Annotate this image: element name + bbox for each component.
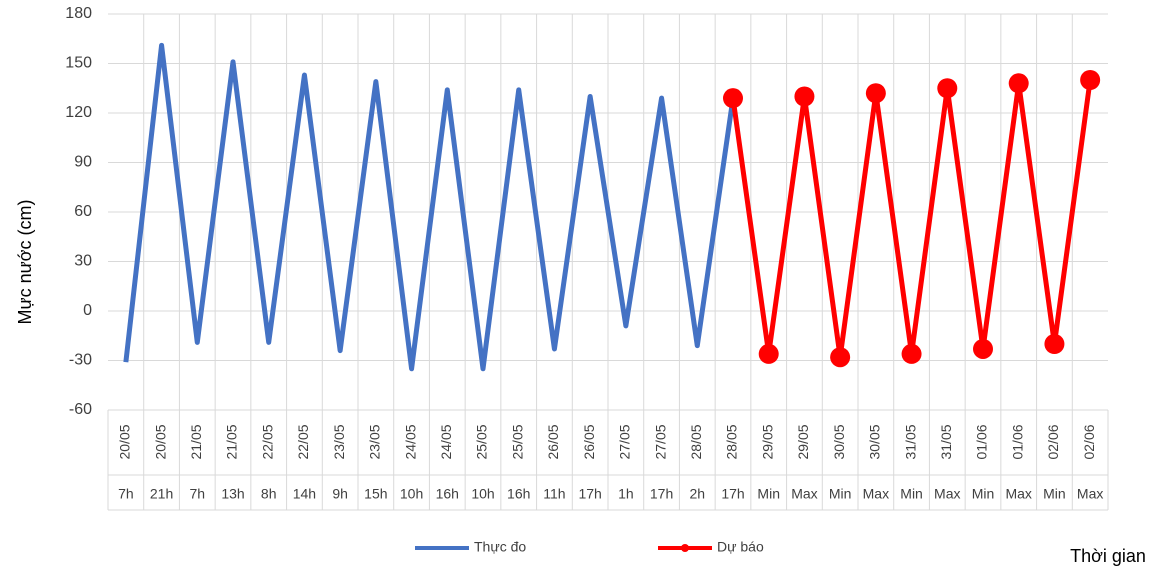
x-subtick-label: 7h (189, 486, 205, 502)
y-tick-label: 0 (83, 302, 92, 319)
x-subtick-label: 15h (364, 486, 387, 502)
x-subtick-label: Min (829, 486, 852, 502)
y-tick-label: -30 (69, 352, 92, 369)
x-subtick-label: Min (972, 486, 995, 502)
x-tick-label: 27/05 (652, 424, 668, 459)
x-subtick-label: 2h (689, 486, 705, 502)
x-subtick-label: Max (1077, 486, 1103, 502)
legend-marker (681, 544, 689, 552)
x-tick-label: 22/05 (295, 424, 311, 459)
y-tick-label: 150 (65, 55, 92, 72)
legend-label: Thực đo (474, 539, 526, 555)
x-tick-label: 29/05 (795, 424, 811, 459)
x-subtick-label: Min (1043, 486, 1066, 502)
x-subtick-label: 10h (400, 486, 423, 502)
x-tick-label: 24/05 (402, 424, 418, 459)
series-line (123, 42, 736, 372)
y-tick-label: 180 (65, 5, 92, 22)
x-tick-label: 30/05 (867, 424, 883, 459)
x-subtick-label: 17h (578, 486, 601, 502)
point-marker (1008, 73, 1029, 94)
point-marker (1080, 70, 1101, 90)
x-subtick-label: Max (1005, 486, 1031, 502)
y-tick-label: -60 (69, 401, 92, 418)
point-marker (865, 83, 886, 104)
point-marker (901, 343, 922, 364)
point-marker (794, 86, 815, 107)
x-tick-label: 23/05 (331, 424, 347, 459)
point-marker (758, 343, 779, 364)
x-tick-label: 20/05 (117, 424, 133, 459)
x-axis-label: Thời gian (1070, 546, 1146, 566)
x-tick-label: 26/05 (581, 424, 597, 459)
x-subtick-label: 13h (221, 486, 244, 502)
point-marker (973, 338, 993, 359)
x-tick-label: 25/05 (474, 424, 490, 459)
x-tick-label: 01/06 (1009, 424, 1025, 459)
x-subtick-label: 17h (721, 486, 744, 502)
x-subtick-label: 7h (118, 486, 134, 502)
x-tick-label: 21/05 (188, 424, 204, 459)
x-tick-label: 01/06 (974, 424, 990, 459)
x-subtick-label: 16h (507, 486, 530, 502)
x-tick-label: 31/05 (902, 424, 918, 459)
x-subtick-label: Max (791, 486, 817, 502)
point-marker (1044, 334, 1065, 354)
x-tick-label: 20/05 (152, 424, 168, 459)
x-subtick-label: 1h (618, 486, 634, 502)
x-subtick-label: Min (757, 486, 780, 502)
x-subtick-label: 10h (471, 486, 494, 502)
x-subtick-label: 11h (543, 486, 565, 502)
x-tick-label: 26/05 (545, 424, 561, 459)
x-tick-label: 29/05 (759, 424, 775, 459)
point-marker (830, 347, 851, 368)
x-subtick-label: 8h (261, 486, 277, 502)
x-tick-label: 30/05 (831, 424, 847, 459)
legend-label: Dự báo (717, 539, 764, 555)
x-tick-label: 31/05 (938, 424, 954, 459)
x-tick-label: 02/06 (1045, 424, 1061, 459)
y-axis-label: Mực nước (cm) (15, 200, 35, 325)
x-subtick-label: 9h (332, 486, 348, 502)
x-tick-label: 22/05 (259, 424, 275, 459)
y-tick-label: 30 (74, 253, 92, 270)
x-subtick-label: Max (863, 486, 889, 502)
x-tick-label: 24/05 (438, 424, 454, 459)
point-marker (937, 78, 958, 99)
x-subtick-label: Max (934, 486, 960, 502)
x-tick-label: 02/06 (1081, 424, 1097, 459)
x-tick-label: 28/05 (688, 424, 704, 459)
x-subtick-label: Min (900, 486, 923, 502)
x-subtick-label: 16h (436, 486, 459, 502)
x-subtick-label: 17h (650, 486, 673, 502)
x-tick-label: 25/05 (509, 424, 525, 459)
x-subtick-label: 21h (150, 486, 173, 502)
y-tick-label: 120 (65, 104, 92, 121)
y-tick-label: 60 (74, 203, 92, 220)
x-tick-label: 21/05 (224, 424, 240, 459)
point-marker (723, 88, 743, 109)
y-tick-label: 90 (74, 154, 92, 171)
x-tick-label: 27/05 (617, 424, 633, 459)
x-tick-label: 28/05 (724, 424, 740, 459)
x-subtick-label: 14h (293, 486, 316, 502)
x-tick-label: 23/05 (367, 424, 383, 459)
